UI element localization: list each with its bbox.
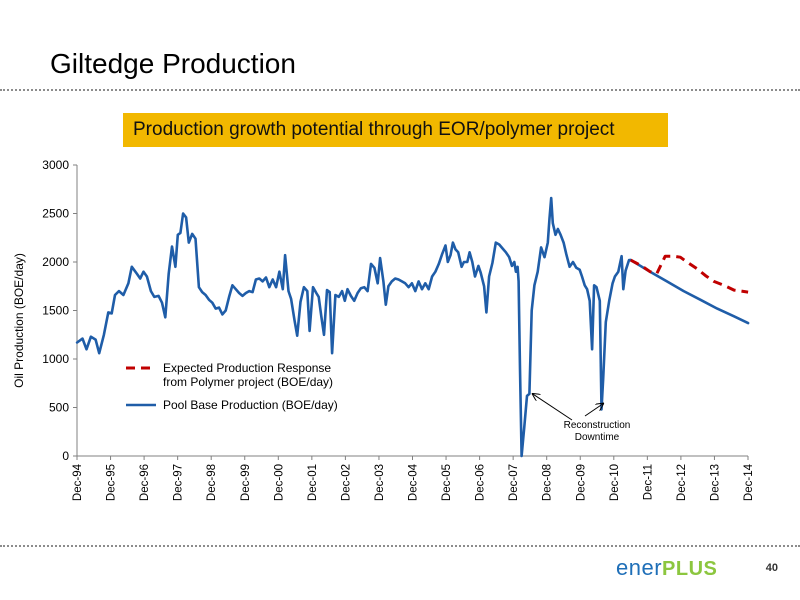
x-tick-label: Dec-99 [240,464,252,501]
bottom-divider [0,545,800,547]
series-line [75,196,632,458]
y-tick-label: 3000 [42,158,69,172]
y-tick-label: 2000 [42,255,69,269]
y-tick-label: 1000 [42,352,69,366]
series-line [629,258,750,325]
chart-axes: 0 500 1000 1500 2000 2500 3000 Dec-94 Dec-95 Dec-… [12,158,755,501]
x-tick-label: Dec-03 [374,464,386,501]
annotation-arrow [533,394,573,421]
series-line [630,254,749,294]
x-tick-label: Dec-05 [441,464,453,501]
x-tick-label: Dec-08 [542,464,554,501]
page-number: 40 [765,562,778,574]
x-tick-label: Dec-07 [508,464,520,501]
top-divider [0,89,800,91]
x-tick-label: Dec-11 [642,464,654,500]
slide-title: Giltedge Production [50,48,296,79]
annotation-arrow [584,404,603,417]
x-tick-label: Dec-04 [408,463,420,501]
chart-series [75,196,750,458]
annotation-label: Reconstruction [564,420,631,431]
legend-label: from Polymer project (BOE/day) [163,375,333,389]
logo-part-ener: ener [616,555,663,580]
enerplus-logo: enerPLUS [616,555,717,581]
x-tick-label: Dec-97 [173,464,185,501]
x-tick-label: Dec-94 [72,463,84,501]
x-tick-label: Dec-96 [139,464,151,501]
production-chart: 0 500 1000 1500 2000 2500 3000 Dec-94 Dec-95 Dec-… [12,158,755,501]
x-tick-label: Dec-09 [575,464,587,501]
y-tick-label: 0 [62,449,69,463]
x-tick-label: Dec-02 [340,464,352,501]
x-tick-label: Dec-10 [609,464,621,501]
y-tick-label: 500 [49,401,69,415]
x-tick-label: Dec-13 [709,464,721,501]
callout-banner: Production growth potential through EOR/… [123,113,668,147]
y-tick-label: 2500 [42,207,69,221]
x-tick-label: Dec-06 [475,464,487,501]
x-tick-label: Dec-00 [273,464,285,501]
x-tick-label: Dec-01 [307,464,319,501]
logo-part-plus: PLUS [662,558,718,580]
x-tick-label: Dec-12 [676,464,688,501]
x-tick-label: Dec-95 [106,464,118,501]
legend-label: Expected Production Response [163,361,331,375]
y-axis-label: Oil Production (BOE/day) [12,253,26,388]
y-tick-label: 1500 [42,304,69,318]
x-tick-label: Dec-98 [206,464,218,501]
annotation-label: Downtime [575,432,620,443]
x-tick-label: Dec-14 [743,463,755,501]
legend-label: Pool Base Production (BOE/day) [163,398,338,412]
